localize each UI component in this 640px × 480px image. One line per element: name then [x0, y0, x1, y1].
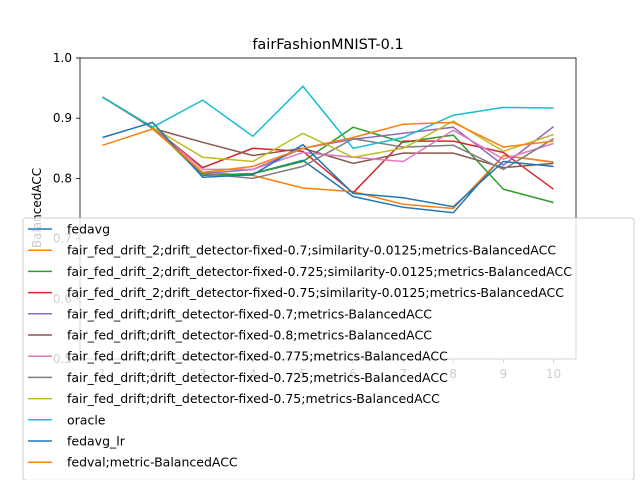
legend-label: fair_fed_drift_2;drift_detector-fixed-0.… — [67, 264, 572, 279]
series-line-9 — [102, 96, 554, 163]
legend-box — [22, 217, 635, 480]
legend-label: fair_fed_drift_2;drift_detector-fixed-0.… — [67, 285, 564, 300]
legend-label: fair_fed_drift;drift_detector-fixed-0.75… — [67, 391, 440, 406]
legend-label: fair_fed_drift;drift_detector-fixed-0.72… — [67, 370, 448, 385]
series-line-6 — [102, 96, 554, 169]
legend-label: fair_fed_drift_2;drift_detector-fixed-0.… — [67, 243, 556, 258]
chart-title: fairFashionMNIST-0.1 — [252, 37, 403, 53]
legend-label: fedavg_lr — [67, 434, 126, 449]
legend-label: oracle — [67, 412, 106, 427]
legend-label: fedavg — [67, 222, 110, 237]
legend-label: fair_fed_drift;drift_detector-fixed-0.7;… — [67, 306, 432, 321]
legend-label: fedval;metric-BalancedACC — [67, 455, 238, 470]
legend-label: fair_fed_drift;drift_detector-fixed-0.77… — [67, 349, 448, 364]
y-tick-label: 0.8 — [53, 171, 72, 185]
series-line-7 — [102, 96, 554, 171]
y-tick-label: 0.9 — [53, 111, 72, 125]
series-line-12 — [102, 121, 554, 174]
series-line-10 — [102, 85, 554, 150]
legend-label: fair_fed_drift;drift_detector-fixed-0.8;… — [67, 328, 432, 343]
y-tick-label: 1.0 — [53, 51, 72, 65]
legend: fedavg fair_fed_drift_2;drift_detector-fi… — [22, 217, 635, 480]
